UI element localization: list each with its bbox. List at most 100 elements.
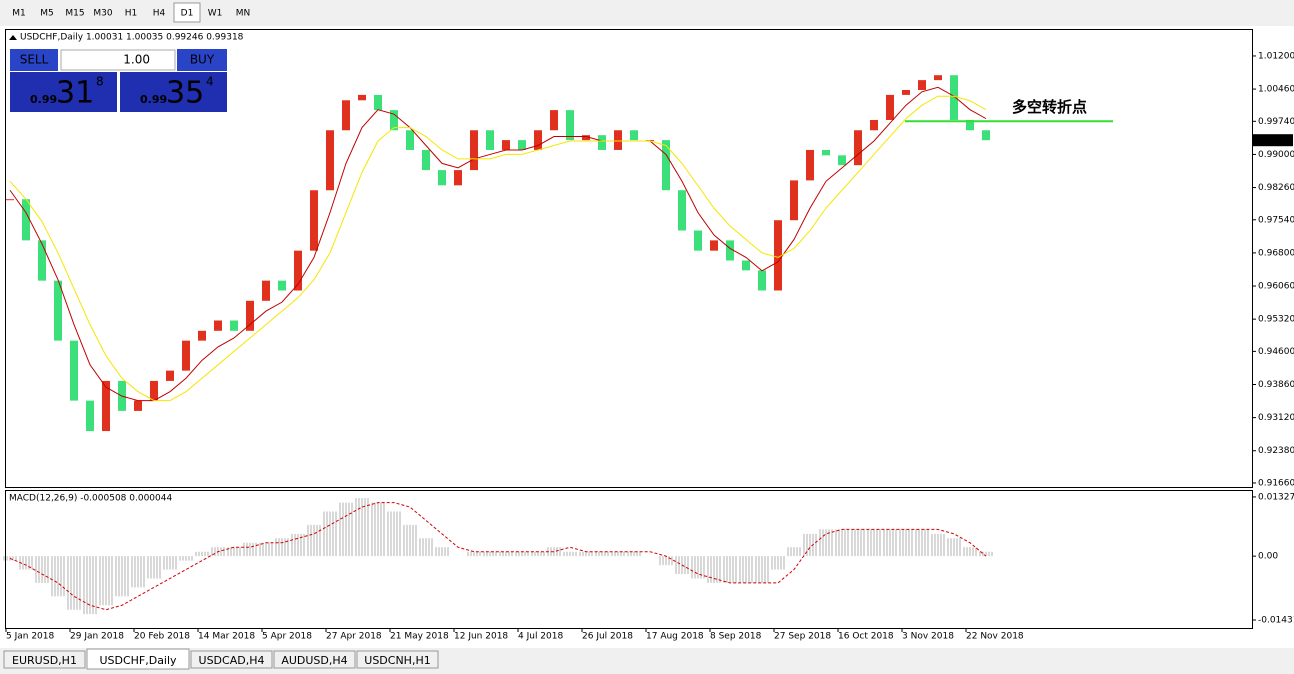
candle xyxy=(166,370,174,381)
candle xyxy=(342,100,350,131)
y-tick-label: -0.01431 xyxy=(1258,616,1294,626)
candle xyxy=(102,380,110,432)
candle xyxy=(566,110,574,141)
candle xyxy=(358,94,366,101)
candle xyxy=(502,140,510,150)
candle xyxy=(454,170,462,186)
candle xyxy=(662,140,670,191)
timeframe-button[interactable]: M1 xyxy=(12,9,26,19)
x-tick-label: 26 Jul 2018 xyxy=(582,632,633,642)
tab[interactable] xyxy=(3,650,86,669)
x-tick-label: 22 Nov 2018 xyxy=(966,632,1024,642)
candle xyxy=(214,320,222,331)
x-tick-label: 14 Mar 2018 xyxy=(198,632,255,642)
candle xyxy=(406,130,414,150)
x-tick-label: 4 Jul 2018 xyxy=(518,632,563,642)
timeframe-button[interactable]: D1 xyxy=(181,9,194,19)
candle xyxy=(534,130,542,150)
tab-label: AUDUSD,H4 xyxy=(281,654,347,667)
timeframe-button[interactable]: M15 xyxy=(65,9,84,19)
macd-pane xyxy=(5,490,1253,629)
y-tick-label: 1.01200 xyxy=(1258,51,1294,61)
candle xyxy=(438,170,446,186)
last-price: 0.99318 xyxy=(1255,136,1292,146)
candle xyxy=(614,130,622,150)
candle xyxy=(38,240,46,281)
candle xyxy=(806,149,814,181)
timeframe-button[interactable]: H4 xyxy=(153,9,166,19)
y-tick-label: 0.96060 xyxy=(1258,282,1294,292)
price-small: 4 xyxy=(206,75,214,89)
price-big: 35 xyxy=(166,76,204,111)
candle xyxy=(470,130,478,171)
price-prefix: 0.99 xyxy=(140,93,167,106)
x-tick-label: 17 Aug 2018 xyxy=(646,632,704,642)
candle xyxy=(310,190,318,251)
price-box[interactable] xyxy=(120,72,227,112)
annotation-label: 多空转折点 xyxy=(1012,98,1087,116)
candle xyxy=(694,230,702,251)
candle xyxy=(134,400,142,411)
y-tick-label: 0.96800 xyxy=(1258,248,1294,258)
tab[interactable] xyxy=(86,648,190,670)
candle xyxy=(70,340,78,401)
timeframe-button[interactable]: W1 xyxy=(208,9,223,19)
buy-label: BUY xyxy=(190,53,215,67)
candle xyxy=(822,149,830,156)
x-tick-label: 5 Jan 2018 xyxy=(6,632,54,642)
y-tick-label: 0.98260 xyxy=(1258,183,1294,193)
timeframe-button[interactable]: M30 xyxy=(93,9,112,19)
tab-label: USDCAD,H4 xyxy=(199,654,265,667)
candle xyxy=(790,180,798,221)
candle xyxy=(486,130,494,150)
x-tick-label: 8 Sep 2018 xyxy=(710,632,762,642)
moving-average xyxy=(9,95,987,402)
timeframe-button[interactable]: MN xyxy=(236,9,251,19)
candle xyxy=(150,380,158,401)
y-tick-label: 0.93120 xyxy=(1258,413,1294,423)
timeframe-button[interactable]: M5 xyxy=(40,9,54,19)
y-tick-label: 0.99740 xyxy=(1258,117,1294,127)
sell-button[interactable] xyxy=(10,49,58,71)
buy-button[interactable] xyxy=(177,49,227,71)
candle xyxy=(262,280,270,301)
x-tick-label: 20 Feb 2018 xyxy=(134,632,190,642)
x-tick-label: 16 Oct 2018 xyxy=(838,632,894,642)
candle xyxy=(230,320,238,331)
candle xyxy=(630,130,638,141)
tab[interactable] xyxy=(356,650,439,669)
candle xyxy=(838,155,846,166)
tab-label: USDCNH,H1 xyxy=(364,654,430,667)
candle xyxy=(550,110,558,131)
x-tick-label: 3 Nov 2018 xyxy=(902,632,954,642)
candle xyxy=(870,119,878,131)
toolbar xyxy=(0,0,1294,26)
candle xyxy=(886,94,894,120)
candle xyxy=(950,75,958,120)
candle xyxy=(246,300,254,331)
price-prefix: 0.99 xyxy=(30,93,57,106)
chart-header: USDCHF,Daily 1.00031 1.00035 0.99246 0.9… xyxy=(20,33,244,43)
y-tick-label: 0.92380 xyxy=(1258,446,1294,456)
price-box[interactable] xyxy=(10,72,117,112)
y-tick-label: 1.00460 xyxy=(1258,85,1294,95)
lot-box[interactable] xyxy=(60,49,176,71)
x-tick-label: 29 Jan 2018 xyxy=(70,632,124,642)
candle xyxy=(982,130,990,141)
candle xyxy=(918,80,926,90)
candle xyxy=(758,270,766,291)
candle xyxy=(678,190,686,231)
x-tick-label: 27 Apr 2018 xyxy=(326,632,382,642)
candle xyxy=(518,140,526,150)
x-tick-label: 5 Apr 2018 xyxy=(262,632,312,642)
timeframe-button[interactable]: H1 xyxy=(125,9,138,19)
tab[interactable] xyxy=(273,650,356,669)
candle xyxy=(854,130,862,166)
candle xyxy=(6,199,14,201)
tab[interactable] xyxy=(190,650,273,669)
candle xyxy=(22,199,30,241)
y-tick-label: 0.00 xyxy=(1258,552,1278,562)
candle xyxy=(326,130,334,191)
collapse-icon xyxy=(9,35,17,40)
